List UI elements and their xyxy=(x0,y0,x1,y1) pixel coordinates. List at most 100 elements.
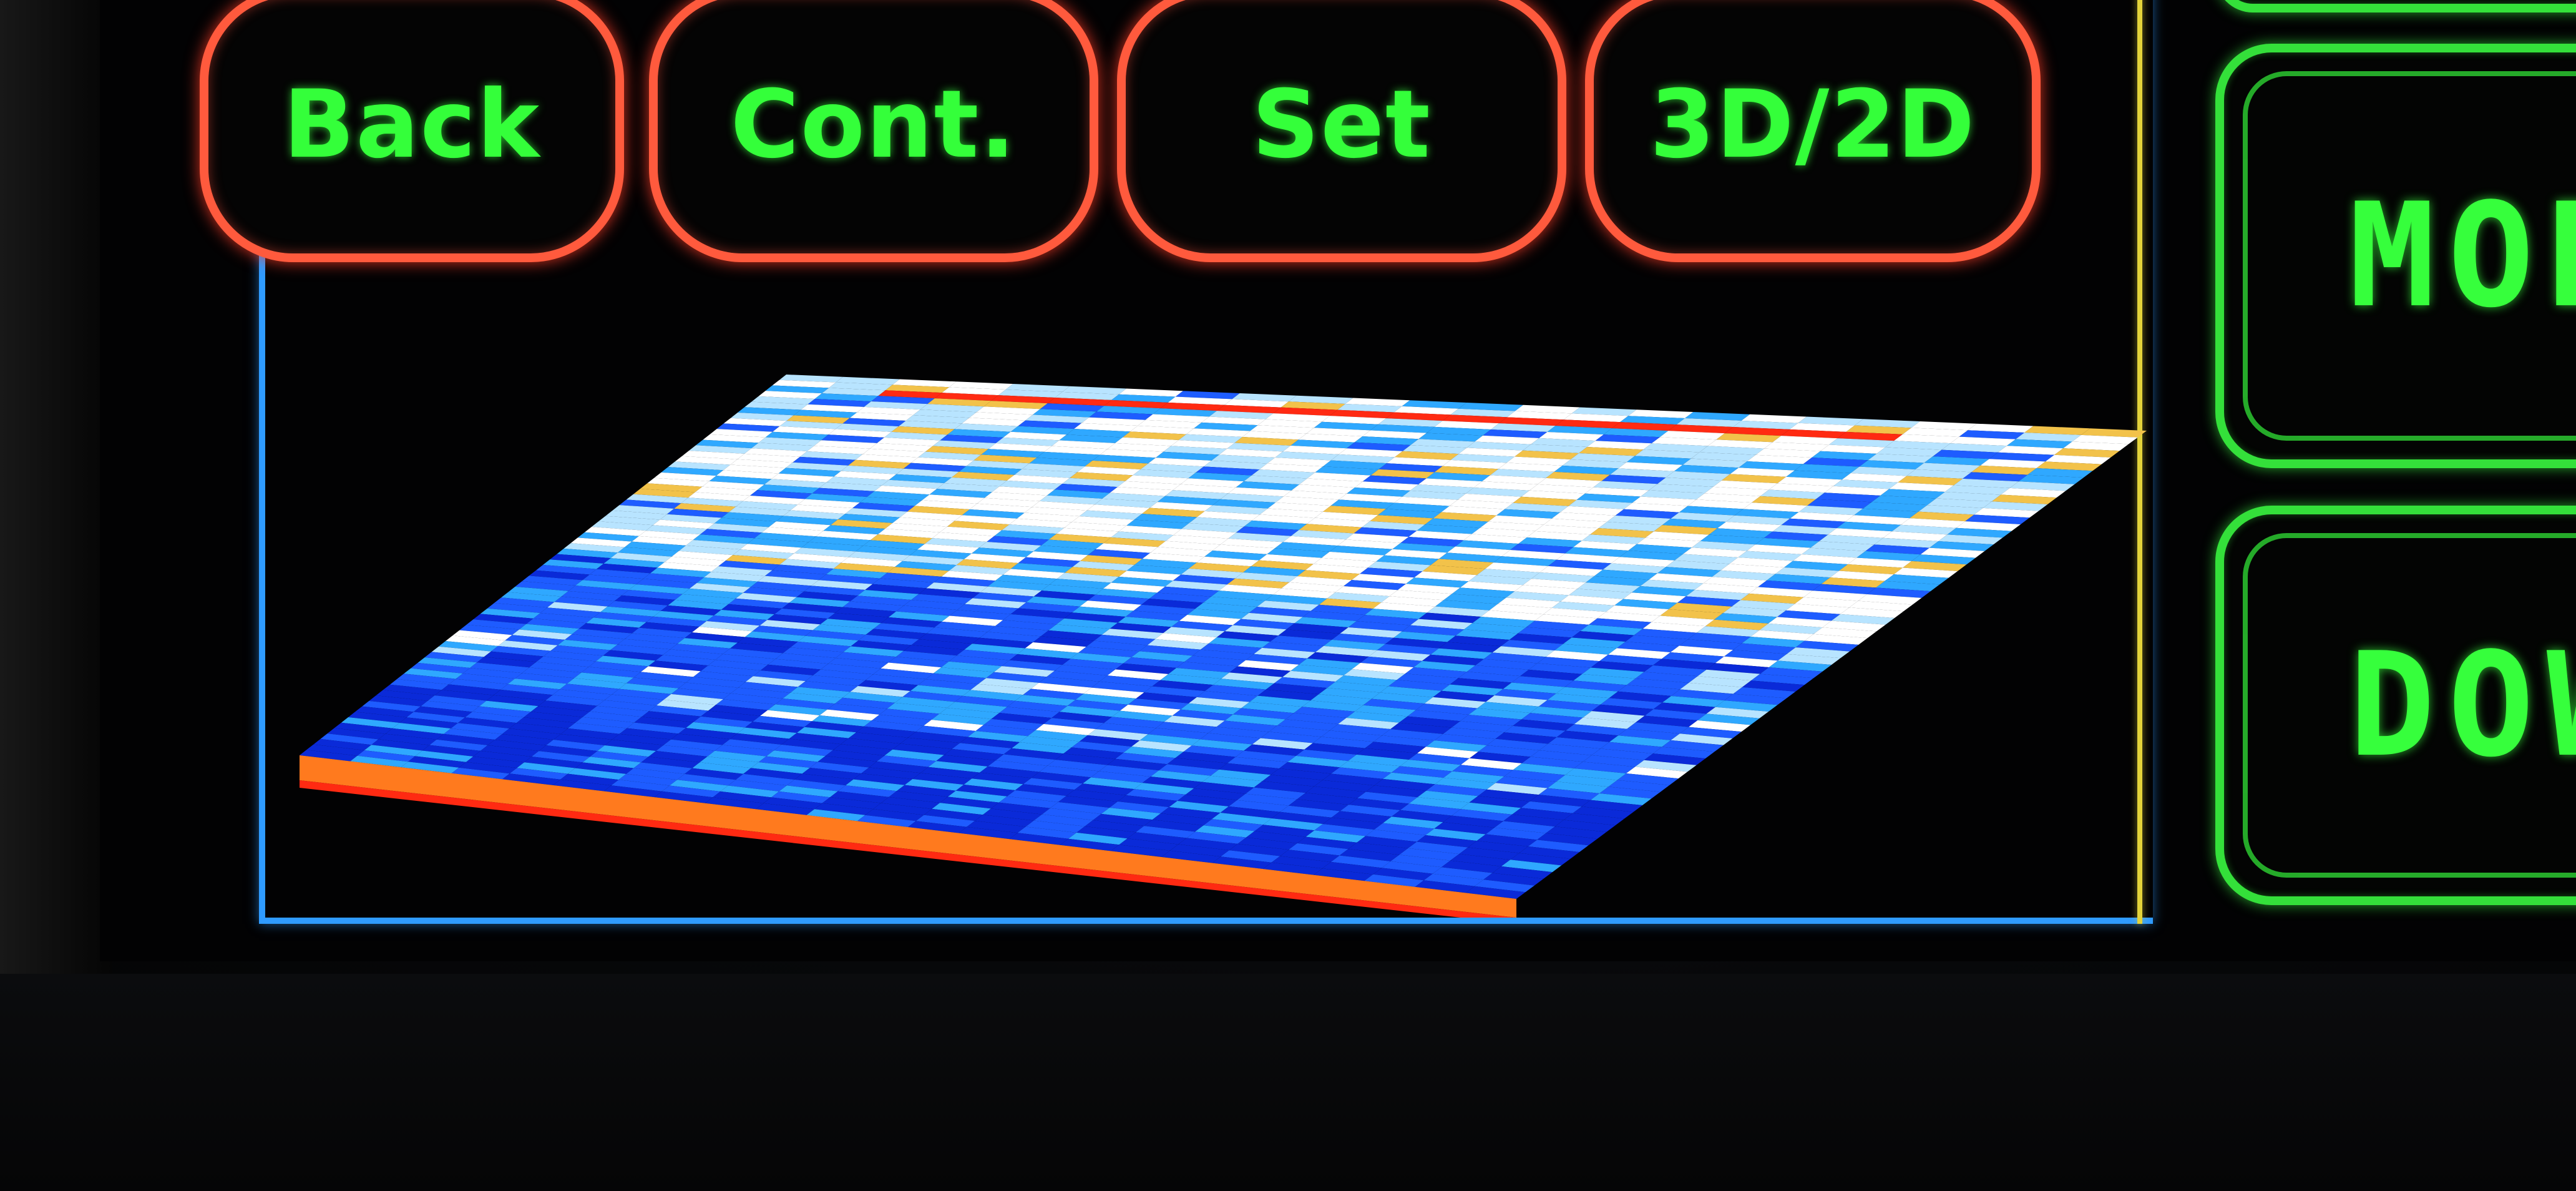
cont-button[interactable]: Cont. xyxy=(649,0,1098,262)
waterfall-cell xyxy=(1142,777,1203,788)
waterfall-cell xyxy=(705,797,764,810)
waterfall-cell xyxy=(1148,458,1212,467)
waterfall-cell xyxy=(1134,559,1197,569)
waterfall-cell xyxy=(949,655,1010,667)
waterfall-cell xyxy=(689,445,752,454)
waterfall-cell xyxy=(1574,717,1636,729)
waterfall-cell xyxy=(1626,767,1688,779)
waterfall-cell xyxy=(987,760,1048,772)
waterfall-cell xyxy=(1485,827,1546,840)
waterfall-cell xyxy=(1236,526,1299,536)
waterfall-cell xyxy=(522,667,582,679)
waterfall-cell xyxy=(783,647,844,658)
waterfall-cell xyxy=(584,527,646,536)
waterfall-cell xyxy=(1635,449,1700,459)
waterfall-cell xyxy=(619,683,679,694)
waterfall-cell xyxy=(632,536,693,546)
waterfall-cell xyxy=(718,561,780,571)
waterfall-cell xyxy=(1331,767,1392,779)
waterfall-cell xyxy=(592,521,653,531)
waterfall-cell xyxy=(1397,674,1459,685)
waterfall-cell xyxy=(1357,792,1418,804)
waterfall-cell xyxy=(1591,748,1653,760)
waterfall-cell xyxy=(647,478,710,487)
waterfall-cell xyxy=(816,531,878,541)
waterfall-cell xyxy=(1002,524,1065,534)
waterfall-cell xyxy=(550,554,611,564)
waterfall-cell xyxy=(1042,584,1103,595)
waterfall-cell xyxy=(1787,647,1850,659)
waterfall-cell xyxy=(926,582,988,592)
waterfall-cell xyxy=(757,484,819,494)
set-button-label: Set xyxy=(1252,71,1432,179)
waterfall-cell xyxy=(927,398,992,407)
waterfall-cell xyxy=(1706,707,1769,718)
waterfall-cell xyxy=(1538,788,1600,800)
waterfall-cell xyxy=(1443,727,1505,739)
waterfall-cell xyxy=(682,588,743,599)
waterfall-cell xyxy=(2045,454,2111,464)
waterfall-cell xyxy=(480,745,539,757)
waterfall-cell xyxy=(892,379,957,388)
waterfall-cell xyxy=(1200,643,1262,654)
waterfall-cell xyxy=(1212,544,1276,554)
waterfall-cell xyxy=(681,451,744,459)
waterfall-cell xyxy=(1305,830,1366,843)
waterfall-cell xyxy=(1859,460,1925,469)
waterfall-cell xyxy=(656,745,715,757)
waterfall-cell xyxy=(1680,682,1742,694)
waterfall-cell xyxy=(846,779,905,792)
waterfall-cell xyxy=(1339,849,1400,861)
waterfall-cell xyxy=(1354,436,1419,445)
display-screen: Back Cont. Set 3D/2D MODE DOWN xyxy=(100,0,2576,961)
waterfall-cell xyxy=(869,761,929,773)
waterfall-cell xyxy=(1025,820,1085,833)
waterfall-cell xyxy=(1047,398,1112,406)
waterfall-cell xyxy=(871,714,932,726)
waterfall-cell xyxy=(873,668,934,680)
waterfall-cell xyxy=(1689,676,1752,687)
waterfall-cell xyxy=(967,820,1026,833)
waterfall-rows xyxy=(300,375,2147,899)
waterfall-cell xyxy=(722,739,782,751)
back-button[interactable]: Back xyxy=(200,0,624,262)
waterfall-cell xyxy=(1679,506,1744,516)
waterfall-cell xyxy=(1083,777,1143,790)
side-button-top-partial[interactable] xyxy=(2215,0,2576,12)
waterfall-cell xyxy=(857,590,919,600)
waterfall-cell xyxy=(600,606,661,617)
waterfall-cell xyxy=(812,624,874,635)
mode-button[interactable]: MODE xyxy=(2215,44,2576,468)
waterfall-cell xyxy=(1035,723,1096,735)
down-button[interactable]: DOWN xyxy=(2215,506,2576,905)
waterfall-cell xyxy=(910,549,972,559)
waterfall-cell xyxy=(371,739,430,751)
waterfall-cell xyxy=(738,407,801,416)
waterfall-cell xyxy=(560,773,619,786)
waterfall-cell xyxy=(754,532,816,542)
waterfall-cell xyxy=(959,826,1018,840)
waterfall-cell xyxy=(700,665,761,677)
waterfall-cell xyxy=(1556,730,1619,742)
waterfall-cell xyxy=(1458,672,1521,683)
waterfall-cell xyxy=(603,558,665,568)
waterfall-cell xyxy=(767,614,828,625)
waterfall-cell xyxy=(1340,805,1400,817)
waterfall-cell xyxy=(1178,838,1238,851)
view-toggle-button[interactable]: 3D/2D xyxy=(1585,0,2041,262)
waterfall-cell xyxy=(959,466,1022,475)
waterfall-cell xyxy=(841,465,904,474)
waterfall-cell xyxy=(1074,423,1138,432)
waterfall-cell xyxy=(977,497,1040,507)
waterfall-cell xyxy=(1349,798,1409,810)
set-button[interactable]: Set xyxy=(1117,0,1566,262)
waterfall-cell xyxy=(666,508,729,518)
waterfall-cell xyxy=(1203,819,1264,831)
waterfall-cell xyxy=(1062,478,1126,488)
waterfall-cell xyxy=(1772,436,1838,445)
waterfall-cell xyxy=(1352,574,1415,584)
waterfall-cell xyxy=(1459,847,1520,860)
waterfall-cell xyxy=(1573,541,1637,551)
waterfall-cell xyxy=(737,637,798,648)
waterfall-cell xyxy=(1434,733,1496,746)
